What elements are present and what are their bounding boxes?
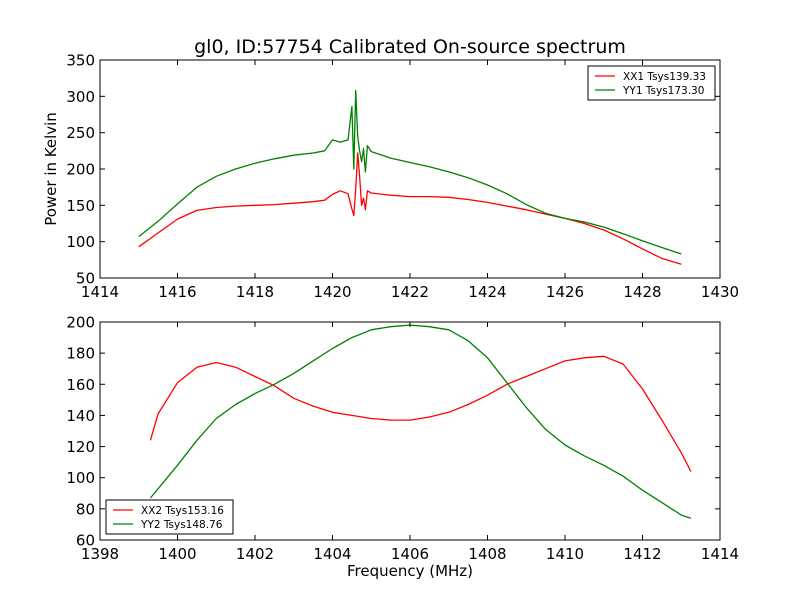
top-panel: 1414 1416 1418 1420 1422 1424 1426 1428 1430 50 10… — [42, 52, 739, 302]
x-tick-label: 1426 — [546, 283, 584, 301]
series-line-top-2 — [138, 89, 682, 255]
y-tick-label: 80 — [76, 500, 95, 518]
x-tick-label: 1430 — [701, 283, 739, 301]
x-tick-label: 1410 — [546, 545, 584, 563]
y-tick-label: 140 — [66, 407, 95, 425]
top-y-axis-label: Power in Kelvin — [42, 112, 60, 226]
y-tick-label: 100 — [66, 469, 95, 487]
chart-title: gl0, ID:57754 Calibrated On-source spect… — [194, 36, 626, 58]
x-axis-label: Frequency (MHz) — [347, 562, 473, 580]
x-tick-label: 1402 — [236, 545, 274, 563]
y-tick-label: 160 — [66, 376, 95, 394]
legend-box — [587, 65, 716, 101]
series-line-bottom-1 — [149, 355, 692, 472]
x-tick-label: 1404 — [313, 545, 351, 563]
x-tick-label: 1408 — [468, 545, 506, 563]
y-tick-label: 350 — [66, 52, 95, 70]
x-tick-label: 1418 — [236, 283, 274, 301]
legend-label: YY2 Tsys148.76 — [140, 519, 223, 531]
x-tick-label: 1428 — [623, 283, 661, 301]
x-tick-label: 1422 — [391, 283, 429, 301]
legend-label: YY1 Tsys173.30 — [622, 85, 704, 97]
top-legend: XX1 Tsys139.33 YY1 Tsys173.30 — [587, 65, 716, 101]
series-line-bottom-2 — [149, 324, 692, 519]
x-tick-label: 1424 — [468, 283, 506, 301]
y-tick-label: 180 — [66, 345, 95, 363]
y-tick-label: 120 — [66, 438, 95, 456]
y-tick-label: 100 — [66, 233, 95, 251]
legend-box — [105, 499, 234, 535]
x-tick-label: 1414 — [701, 545, 739, 563]
x-tick-label: 1406 — [391, 545, 429, 563]
y-tick-label: 150 — [66, 197, 95, 215]
y-tick-label: 200 — [66, 161, 95, 179]
bottom-legend: XX2 Tsys153.16 YY2 Tsys148.76 — [105, 499, 234, 535]
y-tick-label: 200 — [66, 314, 95, 332]
legend-label: XX1 Tsys139.33 — [623, 71, 706, 83]
y-tick-label: 300 — [66, 88, 95, 106]
y-tick-label: 250 — [66, 124, 95, 142]
x-tick-label: 1412 — [623, 545, 661, 563]
x-tick-label: 1414 — [81, 283, 119, 301]
x-tick-label: 1400 — [158, 545, 196, 563]
x-tick-label: 1416 — [158, 283, 196, 301]
x-tick-label: 1420 — [313, 283, 351, 301]
bottom-panel: 1398 1400 1402 1404 1406 1408 1410 1412 1414 60 80… — [66, 314, 739, 581]
y-tick-label: 50 — [76, 270, 95, 288]
y-tick-label: 60 — [76, 532, 95, 550]
x-tick-label: 1398 — [81, 545, 119, 563]
legend-label: XX2 Tsys153.16 — [141, 505, 224, 517]
